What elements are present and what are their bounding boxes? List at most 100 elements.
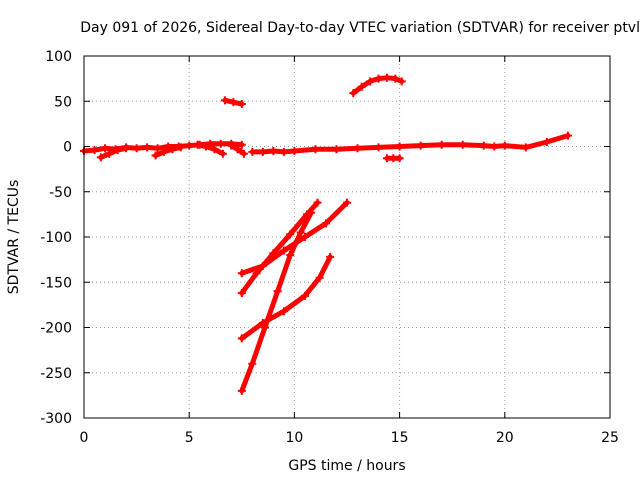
data-point [193, 140, 202, 149]
y-tick-label: -50 [49, 185, 72, 201]
data-point [220, 96, 229, 105]
data-point [101, 144, 110, 153]
data-point [349, 89, 358, 98]
data-point [395, 154, 404, 163]
data-point [105, 149, 114, 158]
data-point [374, 143, 383, 152]
y-tick-label: -200 [40, 321, 72, 337]
data-point [563, 131, 572, 140]
data-point [216, 139, 225, 148]
data-point [176, 143, 185, 152]
data-point [311, 145, 320, 154]
data-point [143, 143, 152, 152]
data-point [300, 291, 309, 300]
data-point [122, 144, 131, 153]
data-point [382, 73, 391, 82]
data-point [286, 251, 295, 260]
data-point [237, 289, 246, 298]
data-point [237, 99, 246, 108]
series-dip-a [98, 145, 129, 160]
data-point [269, 249, 278, 258]
x-tick-label: 20 [496, 430, 514, 446]
grid-layer [84, 56, 610, 418]
y-tick-label: -150 [40, 275, 72, 291]
data-point [258, 147, 267, 156]
data-point [168, 145, 177, 154]
data-point [332, 145, 341, 154]
y-tick-label: 50 [54, 94, 72, 110]
data-point [315, 273, 324, 282]
y-tick-label: -300 [40, 411, 72, 427]
data-point [395, 142, 404, 151]
series-baseline-a [81, 141, 245, 154]
series-line-d [239, 254, 333, 341]
data-point [343, 198, 351, 207]
y-axis-label: SDTVAR / TECUs [6, 180, 22, 295]
tick-layer: 0 5 10 15 20 25 100 50 0 -50 -100 -150 -200 -250 -300 [40, 49, 619, 446]
data-point [218, 149, 227, 158]
data-point [252, 269, 261, 278]
data-point [321, 219, 330, 228]
y-tick-label: -100 [40, 230, 72, 246]
data-point [237, 386, 246, 395]
chart-title: Day 091 of 2026, Sidereal Day-to-day VTE… [80, 20, 640, 36]
series-layer [80, 73, 572, 395]
x-tick-label: 5 [185, 430, 194, 446]
data-point [185, 141, 194, 150]
data-point [90, 146, 99, 155]
data-point [374, 74, 383, 83]
data-point [500, 141, 509, 150]
data-point [437, 140, 446, 149]
data-point [313, 198, 322, 207]
data-point [153, 144, 162, 153]
data-point [269, 147, 278, 156]
data-point [239, 149, 248, 158]
data-point [258, 318, 267, 327]
series-dip-c [195, 142, 226, 157]
data-point [391, 74, 400, 83]
data-point [132, 144, 141, 153]
data-point [202, 142, 211, 151]
data-point [290, 147, 299, 156]
data-point [237, 334, 246, 343]
data-point [159, 147, 168, 156]
x-tick-label: 25 [601, 430, 619, 446]
data-point [366, 77, 375, 86]
y-tick-label: 100 [45, 49, 72, 65]
data-point [237, 269, 246, 278]
x-tick-label: 10 [285, 430, 303, 446]
data-point [151, 151, 160, 160]
data-point [458, 140, 467, 149]
data-point [248, 147, 257, 156]
x-axis-label: GPS time / hours [288, 458, 405, 474]
data-point [248, 359, 257, 368]
data-point [286, 230, 295, 239]
series-line-a [239, 200, 350, 276]
data-point [96, 153, 105, 162]
data-point [113, 146, 122, 155]
data-point [260, 323, 269, 332]
data-point [229, 98, 238, 107]
data-point [296, 228, 305, 237]
data-point [237, 140, 246, 149]
data-point [279, 246, 288, 255]
data-point [397, 77, 406, 86]
x-tick-label: 0 [80, 430, 89, 446]
data-point [357, 82, 366, 91]
series-dip-b [153, 144, 184, 159]
y-tick-label: 0 [63, 140, 72, 156]
data-point [479, 141, 488, 150]
y-tick-label: -250 [40, 366, 72, 382]
data-point [279, 147, 288, 156]
data-point [326, 252, 335, 261]
data-point [210, 145, 219, 154]
data-point [416, 141, 425, 150]
data-point [307, 208, 316, 217]
data-point [227, 141, 236, 150]
data-point [279, 307, 288, 316]
x-tick-label: 15 [391, 430, 409, 446]
plot-frame [83, 55, 611, 419]
data-point [490, 142, 499, 151]
data-point [300, 233, 309, 241]
